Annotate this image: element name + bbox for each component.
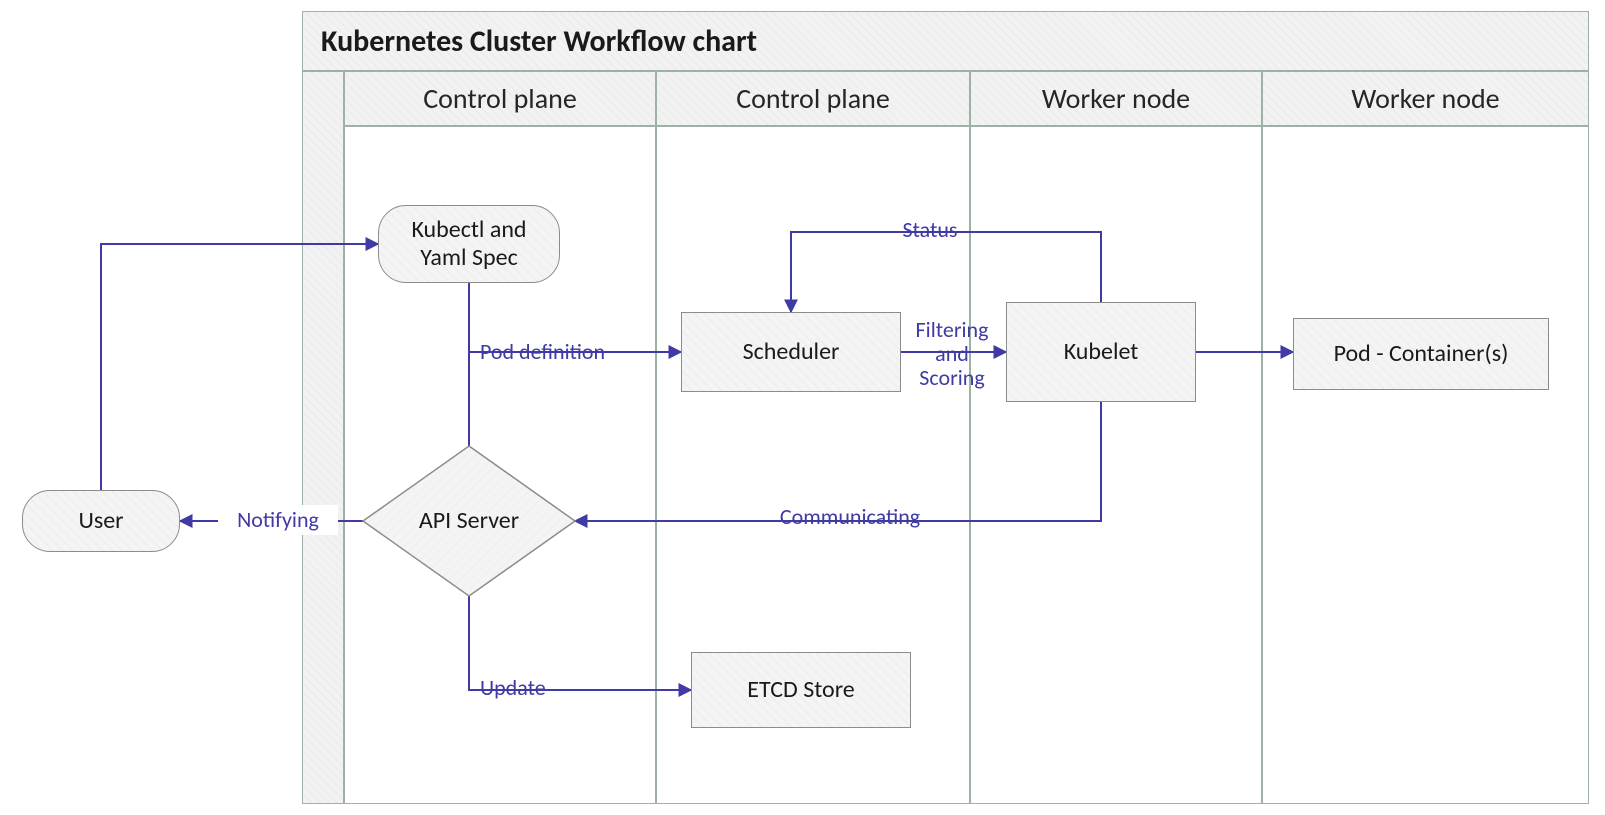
node-label: Scheduler xyxy=(743,338,840,366)
node-etcd-store: ETCD Store xyxy=(691,652,911,728)
lane-header-3: Worker node xyxy=(970,71,1262,126)
node-label: User xyxy=(78,507,123,535)
lane-body-3 xyxy=(970,126,1262,804)
node-label: Kubectl and Yaml Spec xyxy=(411,216,526,271)
lane-header-4: Worker node xyxy=(1262,71,1589,126)
node-kubelet: Kubelet xyxy=(1006,302,1196,402)
lane-body-4 xyxy=(1262,126,1589,804)
lane-label: Worker node xyxy=(1042,81,1190,116)
chart-title-bar: Kubernetes Cluster Workflow chart xyxy=(302,11,1589,71)
lane-label: Control plane xyxy=(423,81,577,116)
flowchart-root: { "meta": { "type": "flowchart", "title"… xyxy=(0,0,1605,815)
node-label: Pod - Container(s) xyxy=(1334,340,1509,368)
chart-title: Kubernetes Cluster Workflow chart xyxy=(321,23,757,60)
node-user: User xyxy=(22,490,180,552)
node-kubectl: Kubectl and Yaml Spec xyxy=(378,205,560,283)
lane-header-2: Control plane xyxy=(656,71,970,126)
lane-label: Control plane xyxy=(736,81,890,116)
node-scheduler: Scheduler xyxy=(681,312,901,392)
node-label: ETCD Store xyxy=(747,676,854,704)
node-pod-container: Pod - Container(s) xyxy=(1293,318,1549,390)
lane-label: Worker node xyxy=(1351,81,1499,116)
node-label: Kubelet xyxy=(1064,338,1139,366)
lane-header-1: Control plane xyxy=(344,71,656,126)
pool-margin-strip xyxy=(302,71,344,804)
